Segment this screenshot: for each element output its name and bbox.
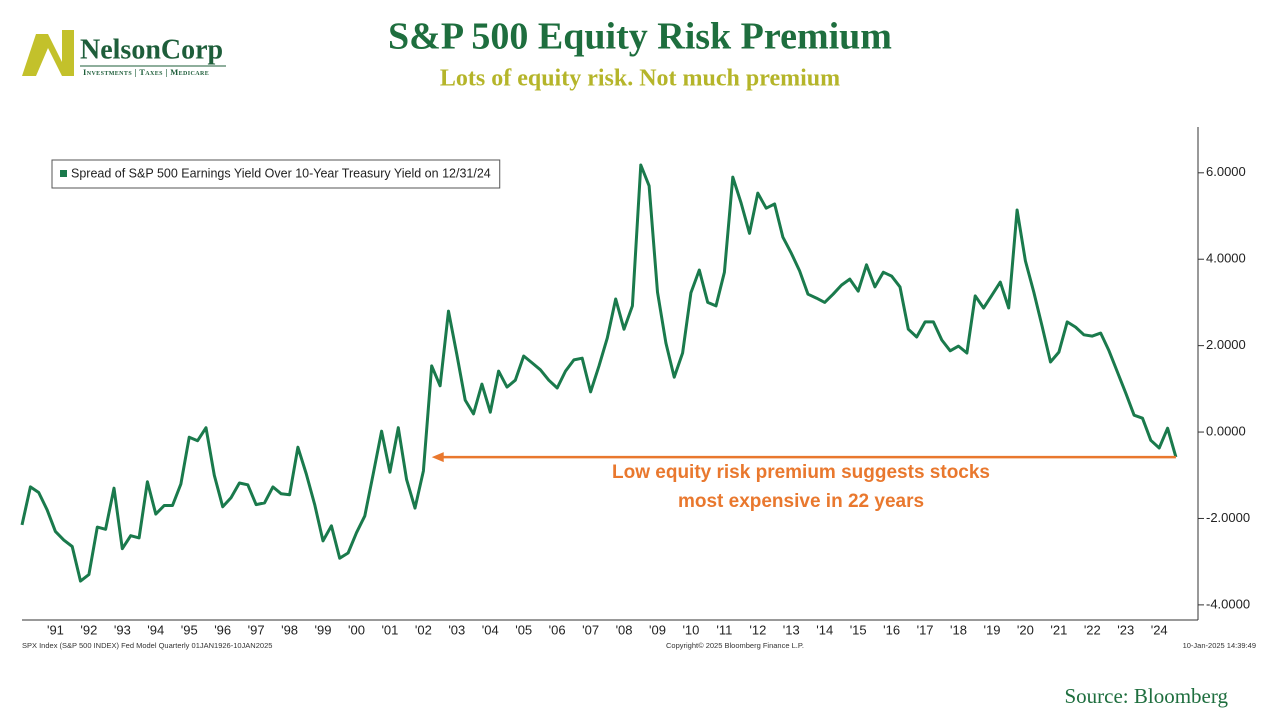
x-tick-label: '02	[415, 622, 432, 637]
y-tick-label: -2.0000	[1206, 510, 1250, 525]
footer-left: SPX Index (S&P 500 INDEX) Fed Model Quar…	[22, 641, 272, 650]
y-tick-label: 6.0000	[1206, 164, 1246, 179]
y-tick-label: 2.0000	[1206, 337, 1246, 352]
x-tick-label: '17	[917, 622, 934, 637]
x-tick-label: '12	[749, 622, 766, 637]
logo-mark	[22, 30, 74, 76]
x-tick-label: '18	[950, 622, 967, 637]
annotation-text: most expensive in 22 years	[678, 491, 924, 512]
brand-tagline: Investments | Taxes | Medicare	[83, 67, 209, 77]
x-tick-label: '03	[448, 622, 465, 637]
x-tick-label: '92	[80, 622, 97, 637]
annotation-text: Low equity risk premium suggests stocks	[612, 462, 990, 483]
x-tick-label: '09	[649, 622, 666, 637]
x-tick-label: '98	[281, 622, 298, 637]
legend-swatch	[60, 170, 67, 177]
x-tick-label: '11	[716, 622, 732, 637]
legend-label: Spread of S&P 500 Earnings Yield Over 10…	[71, 166, 491, 180]
y-tick-label: -4.0000	[1206, 596, 1250, 611]
annotation-arrowhead	[431, 452, 444, 463]
x-tick-label: '21	[1050, 622, 1067, 637]
x-tick-label: '23	[1117, 622, 1134, 637]
x-tick-label: '99	[315, 622, 332, 637]
x-tick-label: '15	[850, 622, 867, 637]
legend: Spread of S&P 500 Earnings Yield Over 10…	[51, 159, 501, 189]
chart-subtitle: Lots of equity risk. Not much premium	[440, 66, 840, 92]
x-tick-label: '97	[248, 622, 265, 637]
chart-title: S&P 500 Equity Risk Premium	[388, 16, 892, 58]
x-tick-label: '08	[616, 622, 633, 637]
x-tick-label: '94	[147, 622, 164, 637]
x-tick-label: '13	[783, 622, 800, 637]
x-tick-label: '96	[214, 622, 231, 637]
x-tick-label: '91	[47, 622, 64, 637]
x-tick-label: '24	[1151, 622, 1168, 637]
footer-right: 10-Jan-2025 14:39:49	[1183, 641, 1256, 650]
x-tick-label: '01	[381, 622, 398, 637]
x-tick-label: '10	[682, 622, 699, 637]
x-tick-label: '07	[582, 622, 599, 637]
x-tick-label: '19	[983, 622, 1000, 637]
x-tick-label: '06	[549, 622, 566, 637]
footer-center: Copyright© 2025 Bloomberg Finance L.P.	[666, 641, 804, 650]
source-note: Source: Bloomberg	[1064, 684, 1228, 708]
x-tick-label: '93	[114, 622, 131, 637]
series-line	[20, 163, 1178, 583]
y-tick-label: 4.0000	[1206, 251, 1246, 266]
x-tick-label: '22	[1084, 622, 1101, 637]
x-tick-label: '05	[515, 622, 532, 637]
legend-box	[51, 159, 501, 189]
x-tick-label: '20	[1017, 622, 1034, 637]
x-tick-label: '95	[181, 622, 198, 637]
brand-name: NelsonCorp	[80, 34, 223, 65]
x-tick-label: '04	[482, 622, 499, 637]
x-tick-label: '14	[816, 622, 833, 637]
y-tick-label: 0.0000	[1206, 423, 1246, 438]
logo: NelsonCorp Investments | Taxes | Medicar…	[22, 30, 226, 77]
x-tick-label: '00	[348, 622, 365, 637]
x-tick-label: '16	[883, 622, 900, 637]
